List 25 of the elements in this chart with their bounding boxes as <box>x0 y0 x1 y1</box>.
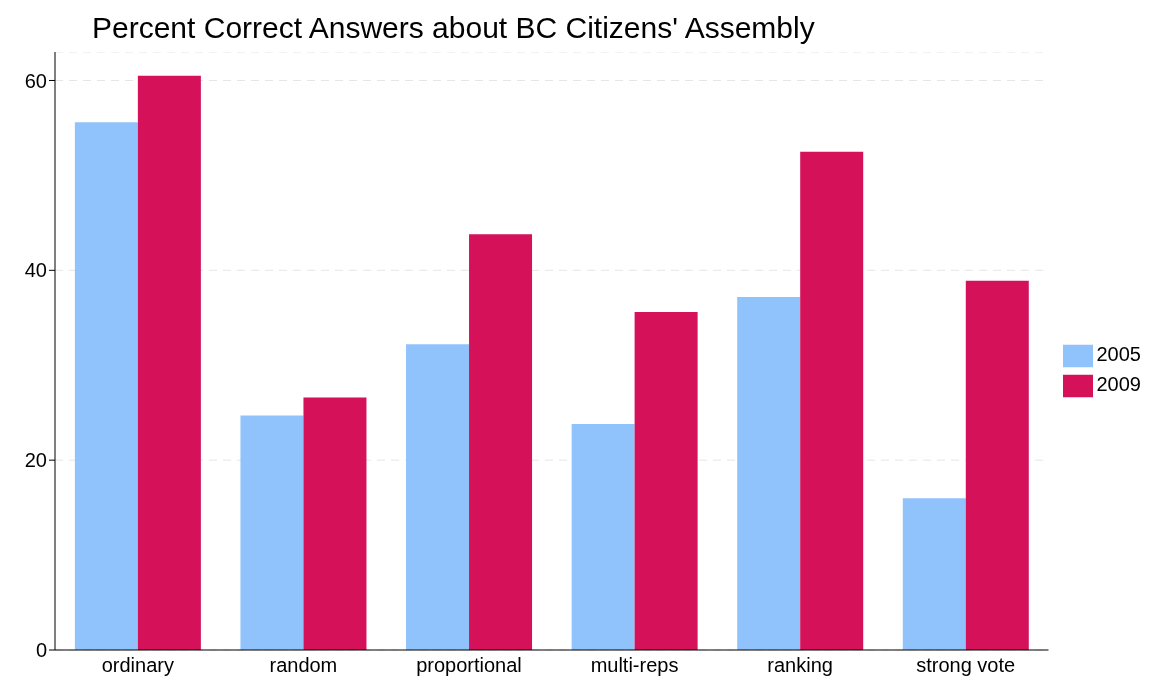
x-tick-label: ranking <box>767 654 833 677</box>
x-tick-label: ordinary <box>101 654 174 677</box>
bar <box>74 122 138 650</box>
bar <box>902 498 966 650</box>
x-tick-label: multi-reps <box>590 654 679 677</box>
bar <box>737 296 801 650</box>
y-tick-label: 0 <box>35 639 47 662</box>
x-tick-label: proportional <box>416 654 522 677</box>
x-tick-label: random <box>269 654 338 677</box>
x-tick-label: strong vote <box>916 654 1016 677</box>
legend-label: 2005 <box>1096 343 1141 366</box>
y-tick-label: 20 <box>24 449 47 472</box>
chart-title: Percent Correct Answers about BC Citizens' Assembly <box>91 10 816 46</box>
bar <box>406 344 470 650</box>
y-tick-label: 40 <box>24 259 47 282</box>
y-tick-label: 60 <box>24 69 47 92</box>
bar <box>303 397 367 650</box>
bar <box>965 280 1029 650</box>
bar <box>800 151 864 650</box>
bar <box>240 415 304 650</box>
bar <box>571 424 635 650</box>
bar <box>469 234 533 650</box>
bar <box>634 312 698 650</box>
legend-label: 2009 <box>1096 373 1141 396</box>
bar <box>137 75 201 650</box>
